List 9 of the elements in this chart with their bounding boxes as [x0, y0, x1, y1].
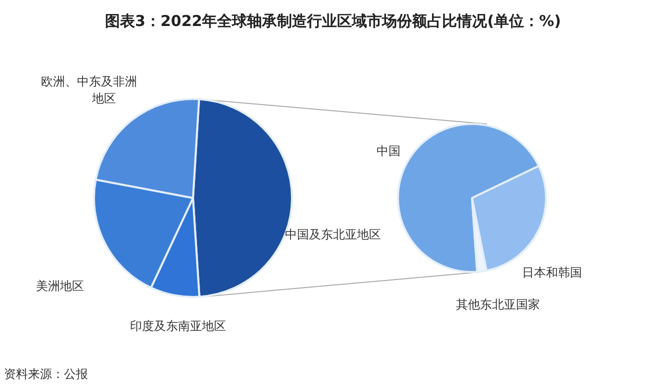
slice-label: 美洲地区 — [36, 279, 84, 294]
slice-label: 欧洲、中东及非洲地区 — [41, 74, 138, 106]
slice-label: 其他东北亚国家 — [456, 297, 540, 312]
text: 资料来源：公报 — [4, 366, 88, 383]
slice-label: 中国及东北亚地区 — [285, 228, 382, 242]
slice-label: 中国 — [376, 144, 400, 158]
slice-label: 日本和韩国 — [522, 266, 582, 280]
chart-title: 图表3：2022年全球轴承制造行业区域市场份额占比情况(单位：%) — [104, 12, 562, 31]
slice-label: 印度及东南亚地区 — [130, 318, 226, 333]
